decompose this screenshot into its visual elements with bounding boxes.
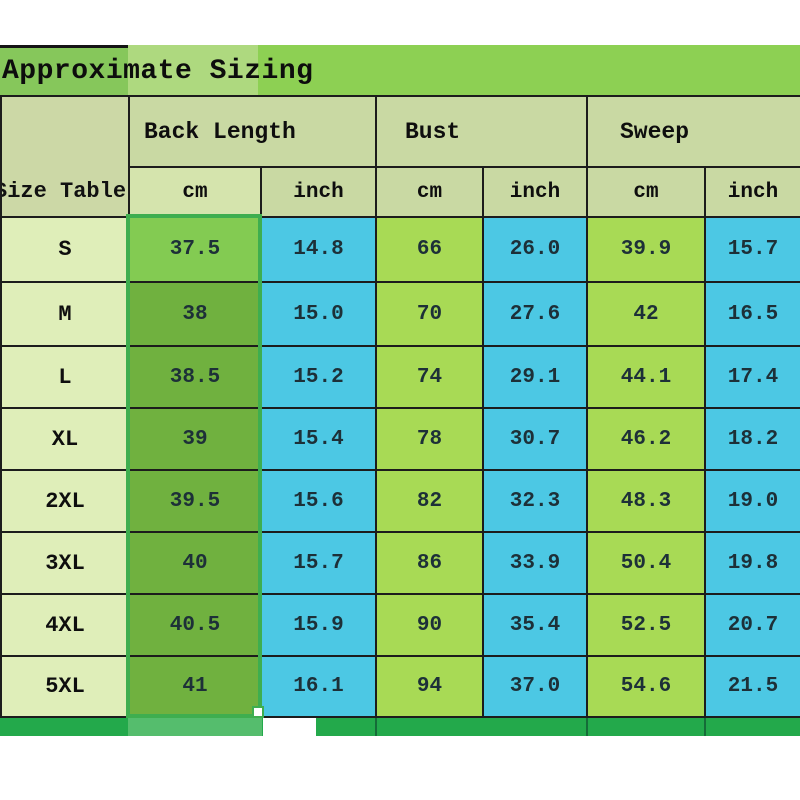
table-cell: 18.2 (706, 409, 800, 469)
table-cell: 20.7 (706, 595, 800, 655)
column-divider (704, 718, 706, 736)
size-label: 2XL (2, 471, 128, 531)
table-cell: 44.1 (588, 347, 704, 407)
table-cell: 30.7 (484, 409, 586, 469)
table-cell: 39.5 (130, 471, 260, 531)
bottom-cutoff-gap (263, 718, 316, 736)
table-cell: 38 (130, 283, 260, 345)
unit-header-sweep-cm: cm (588, 168, 704, 216)
table-cell: 39.9 (588, 218, 704, 281)
unit-header-bust-cm: cm (377, 168, 482, 216)
size-label: M (2, 283, 128, 345)
table-cell: 40 (130, 533, 260, 593)
table-cell: 15.6 (262, 471, 375, 531)
page-title: Approximate Sizing (2, 56, 314, 87)
table-cell: 15.0 (262, 283, 375, 345)
table-cell: 19.8 (706, 533, 800, 593)
table-cell: 16.5 (706, 283, 800, 345)
table-cell: 66 (377, 218, 482, 281)
table-cell: 54.6 (588, 657, 704, 716)
table-cell: 15.9 (262, 595, 375, 655)
table-cell: 94 (377, 657, 482, 716)
table-cell: 46.2 (588, 409, 704, 469)
table-cell: 39 (130, 409, 260, 469)
table-cell: 19.0 (706, 471, 800, 531)
column-divider (375, 718, 377, 736)
title-top-border (0, 45, 128, 48)
unit-header-sweep-inch: inch (706, 168, 800, 216)
table-cell: 37.0 (484, 657, 586, 716)
bottom-cutoff-highlight (128, 718, 262, 736)
unit-header-bust-inch: inch (484, 168, 586, 216)
table-cell: 42 (588, 283, 704, 345)
table-cell: 33.9 (484, 533, 586, 593)
table-cell: 15.4 (262, 409, 375, 469)
size-label: 5XL (2, 657, 128, 716)
table-cell: 52.5 (588, 595, 704, 655)
column-group-sweep: Sweep (588, 97, 800, 166)
table-cell: 74 (377, 347, 482, 407)
table-cell: 90 (377, 595, 482, 655)
title-bar-segment-light (128, 45, 258, 97)
unit-header-back-length-cm: cm (130, 168, 260, 216)
unit-header-back-length-inch: inch (262, 168, 375, 216)
table-cell: 38.5 (130, 347, 260, 407)
table-cell: 40.5 (130, 595, 260, 655)
table-cell: 32.3 (484, 471, 586, 531)
size-label: 3XL (2, 533, 128, 593)
column-group-back-length: Back Length (130, 97, 375, 166)
table-cell: 35.4 (484, 595, 586, 655)
table-cell: 15.2 (262, 347, 375, 407)
title-bar: Approximate Sizing (0, 45, 800, 97)
table-cell: 27.6 (484, 283, 586, 345)
table-cell: 17.4 (706, 347, 800, 407)
table-cell: 26.0 (484, 218, 586, 281)
corner-header-cell: Size Table (2, 97, 128, 216)
column-divider (586, 718, 588, 736)
table-cell: 37.5 (130, 218, 260, 281)
bottom-cutoff-row (0, 718, 800, 736)
corner-header-label: Size Table (2, 179, 127, 204)
size-label: S (2, 218, 128, 281)
table-cell: 29.1 (484, 347, 586, 407)
table-cell: 78 (377, 409, 482, 469)
size-table: Size Table Back Length Bust Sweep cm inc… (0, 95, 800, 718)
table-cell: 14.8 (262, 218, 375, 281)
size-label: 4XL (2, 595, 128, 655)
table-cell: 15.7 (262, 533, 375, 593)
table-cell: 82 (377, 471, 482, 531)
table-cell: 15.7 (706, 218, 800, 281)
table-cell: 16.1 (262, 657, 375, 716)
table-cell: 70 (377, 283, 482, 345)
table-cell: 41 (130, 657, 260, 716)
title-bar-segment-dark (0, 45, 128, 97)
table-cell: 86 (377, 533, 482, 593)
table-cell: 21.5 (706, 657, 800, 716)
table-cell: 48.3 (588, 471, 704, 531)
size-label: L (2, 347, 128, 407)
size-label: XL (2, 409, 128, 469)
column-group-bust: Bust (377, 97, 586, 166)
table-cell: 50.4 (588, 533, 704, 593)
title-bar-segment-main (258, 45, 800, 97)
